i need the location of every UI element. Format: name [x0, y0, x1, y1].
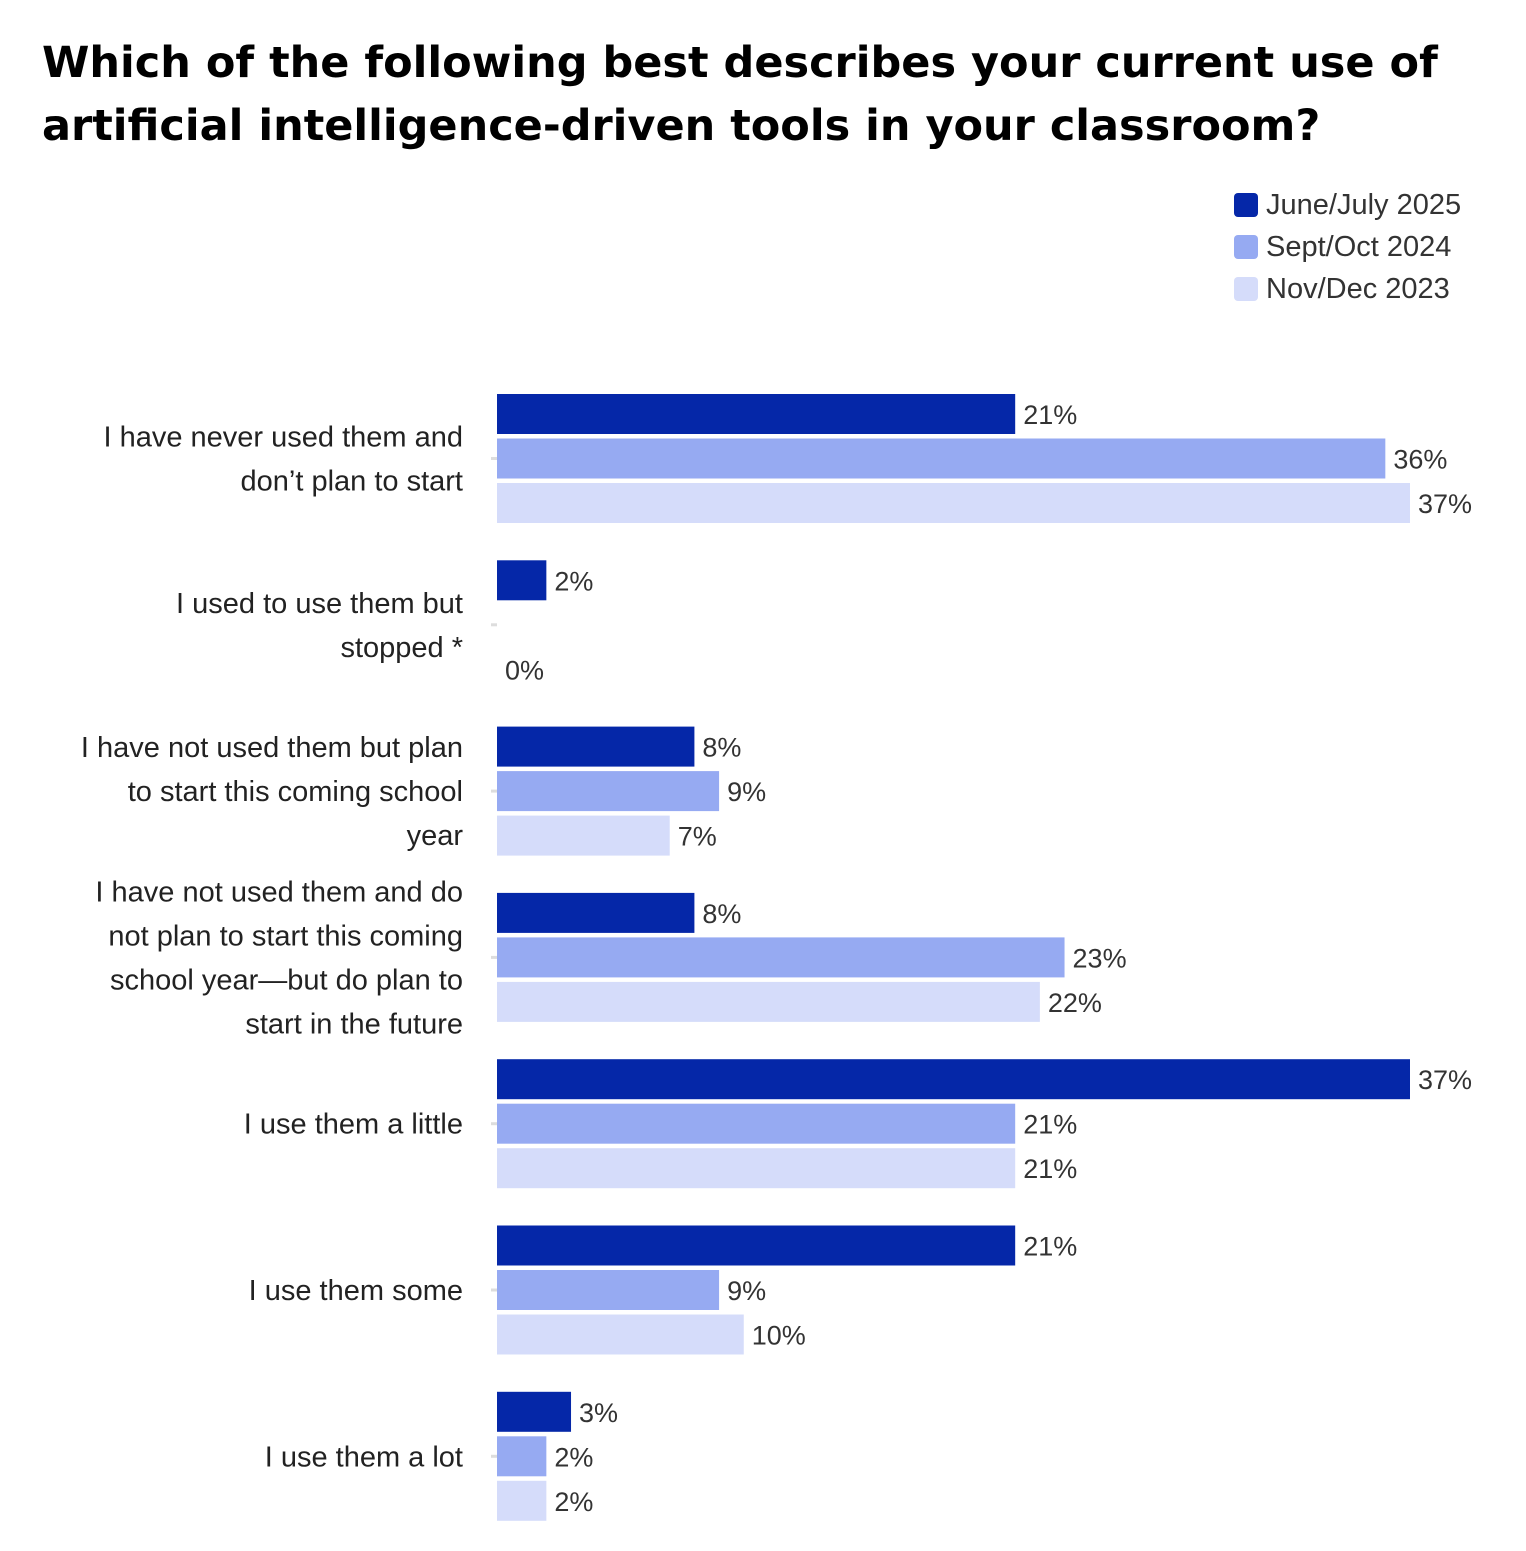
bar: [497, 1480, 547, 1521]
data-label: 21%: [1023, 400, 1077, 430]
category-label: I have never used them and: [103, 422, 463, 454]
category-label: I used to use them but: [176, 588, 463, 620]
bar: [497, 771, 720, 812]
category-label: I have not used them but plan: [81, 732, 463, 764]
category-label: I have not used them and do: [95, 876, 463, 908]
data-label: 8%: [702, 733, 741, 763]
data-label: 21%: [1023, 1110, 1077, 1140]
legend-item: June/July 2025: [1234, 184, 1461, 226]
data-label: 2%: [554, 1487, 593, 1517]
category-label: year: [407, 820, 464, 852]
bar: [497, 1059, 1410, 1100]
legend-label: Nov/Dec 2023: [1266, 272, 1450, 305]
legend-swatch-icon: [1234, 235, 1258, 259]
bar: [497, 560, 547, 601]
bar: [497, 1225, 1016, 1266]
legend-item: Nov/Dec 2023: [1234, 268, 1461, 310]
bar: [497, 1436, 547, 1477]
data-label: 37%: [1418, 489, 1472, 519]
data-label: 7%: [678, 822, 717, 852]
bar: [497, 394, 1016, 434]
bar: [497, 937, 1065, 978]
category-label: don’t plan to start: [241, 466, 463, 498]
bar: [497, 483, 1410, 523]
bar: [497, 815, 670, 856]
bar: [497, 1148, 1016, 1189]
data-label: 36%: [1393, 445, 1447, 475]
legend-label: June/July 2025: [1266, 188, 1462, 221]
legend-swatch-icon: [1234, 193, 1258, 217]
chart-title: Which of the following best describes yo…: [42, 38, 1438, 151]
data-label: 9%: [727, 777, 766, 807]
data-label: 9%: [727, 1276, 766, 1306]
bar: [497, 1270, 720, 1310]
category-label: I use them some: [249, 1275, 463, 1307]
bar: [497, 1103, 1016, 1144]
legend-item: Sept/Oct 2024: [1234, 226, 1461, 268]
data-label: 3%: [579, 1398, 618, 1428]
category-label: not plan to start this coming: [108, 920, 463, 952]
legend: June/July 2025 Sept/Oct 2024 Nov/Dec 202…: [1234, 184, 1461, 310]
category-label: to start this coming school: [128, 776, 463, 808]
data-label: 8%: [702, 899, 741, 929]
data-label: 23%: [1073, 943, 1127, 973]
bar: [497, 981, 1040, 1022]
bar: [497, 438, 1386, 479]
category-label: school year—but do plan to: [110, 964, 463, 996]
category-label: stopped *: [340, 632, 463, 664]
legend-label: Sept/Oct 2024: [1266, 230, 1452, 263]
category-label: start in the future: [245, 1008, 463, 1040]
category-label: I use them a lot: [265, 1441, 463, 1473]
bar: [497, 1391, 572, 1432]
data-label: 2%: [554, 1442, 593, 1472]
bar: [497, 1314, 744, 1355]
category-label: I use them a little: [244, 1109, 463, 1141]
data-label: 21%: [1023, 1154, 1077, 1184]
bar: [497, 726, 695, 767]
data-label: 21%: [1023, 1232, 1077, 1262]
data-label: 0%: [505, 655, 544, 685]
bar: [497, 892, 695, 933]
legend-swatch-icon: [1234, 277, 1258, 301]
data-label: 37%: [1418, 1065, 1472, 1095]
data-label: 22%: [1048, 988, 1102, 1018]
data-label: 10%: [752, 1321, 806, 1351]
data-label: 2%: [554, 566, 593, 596]
